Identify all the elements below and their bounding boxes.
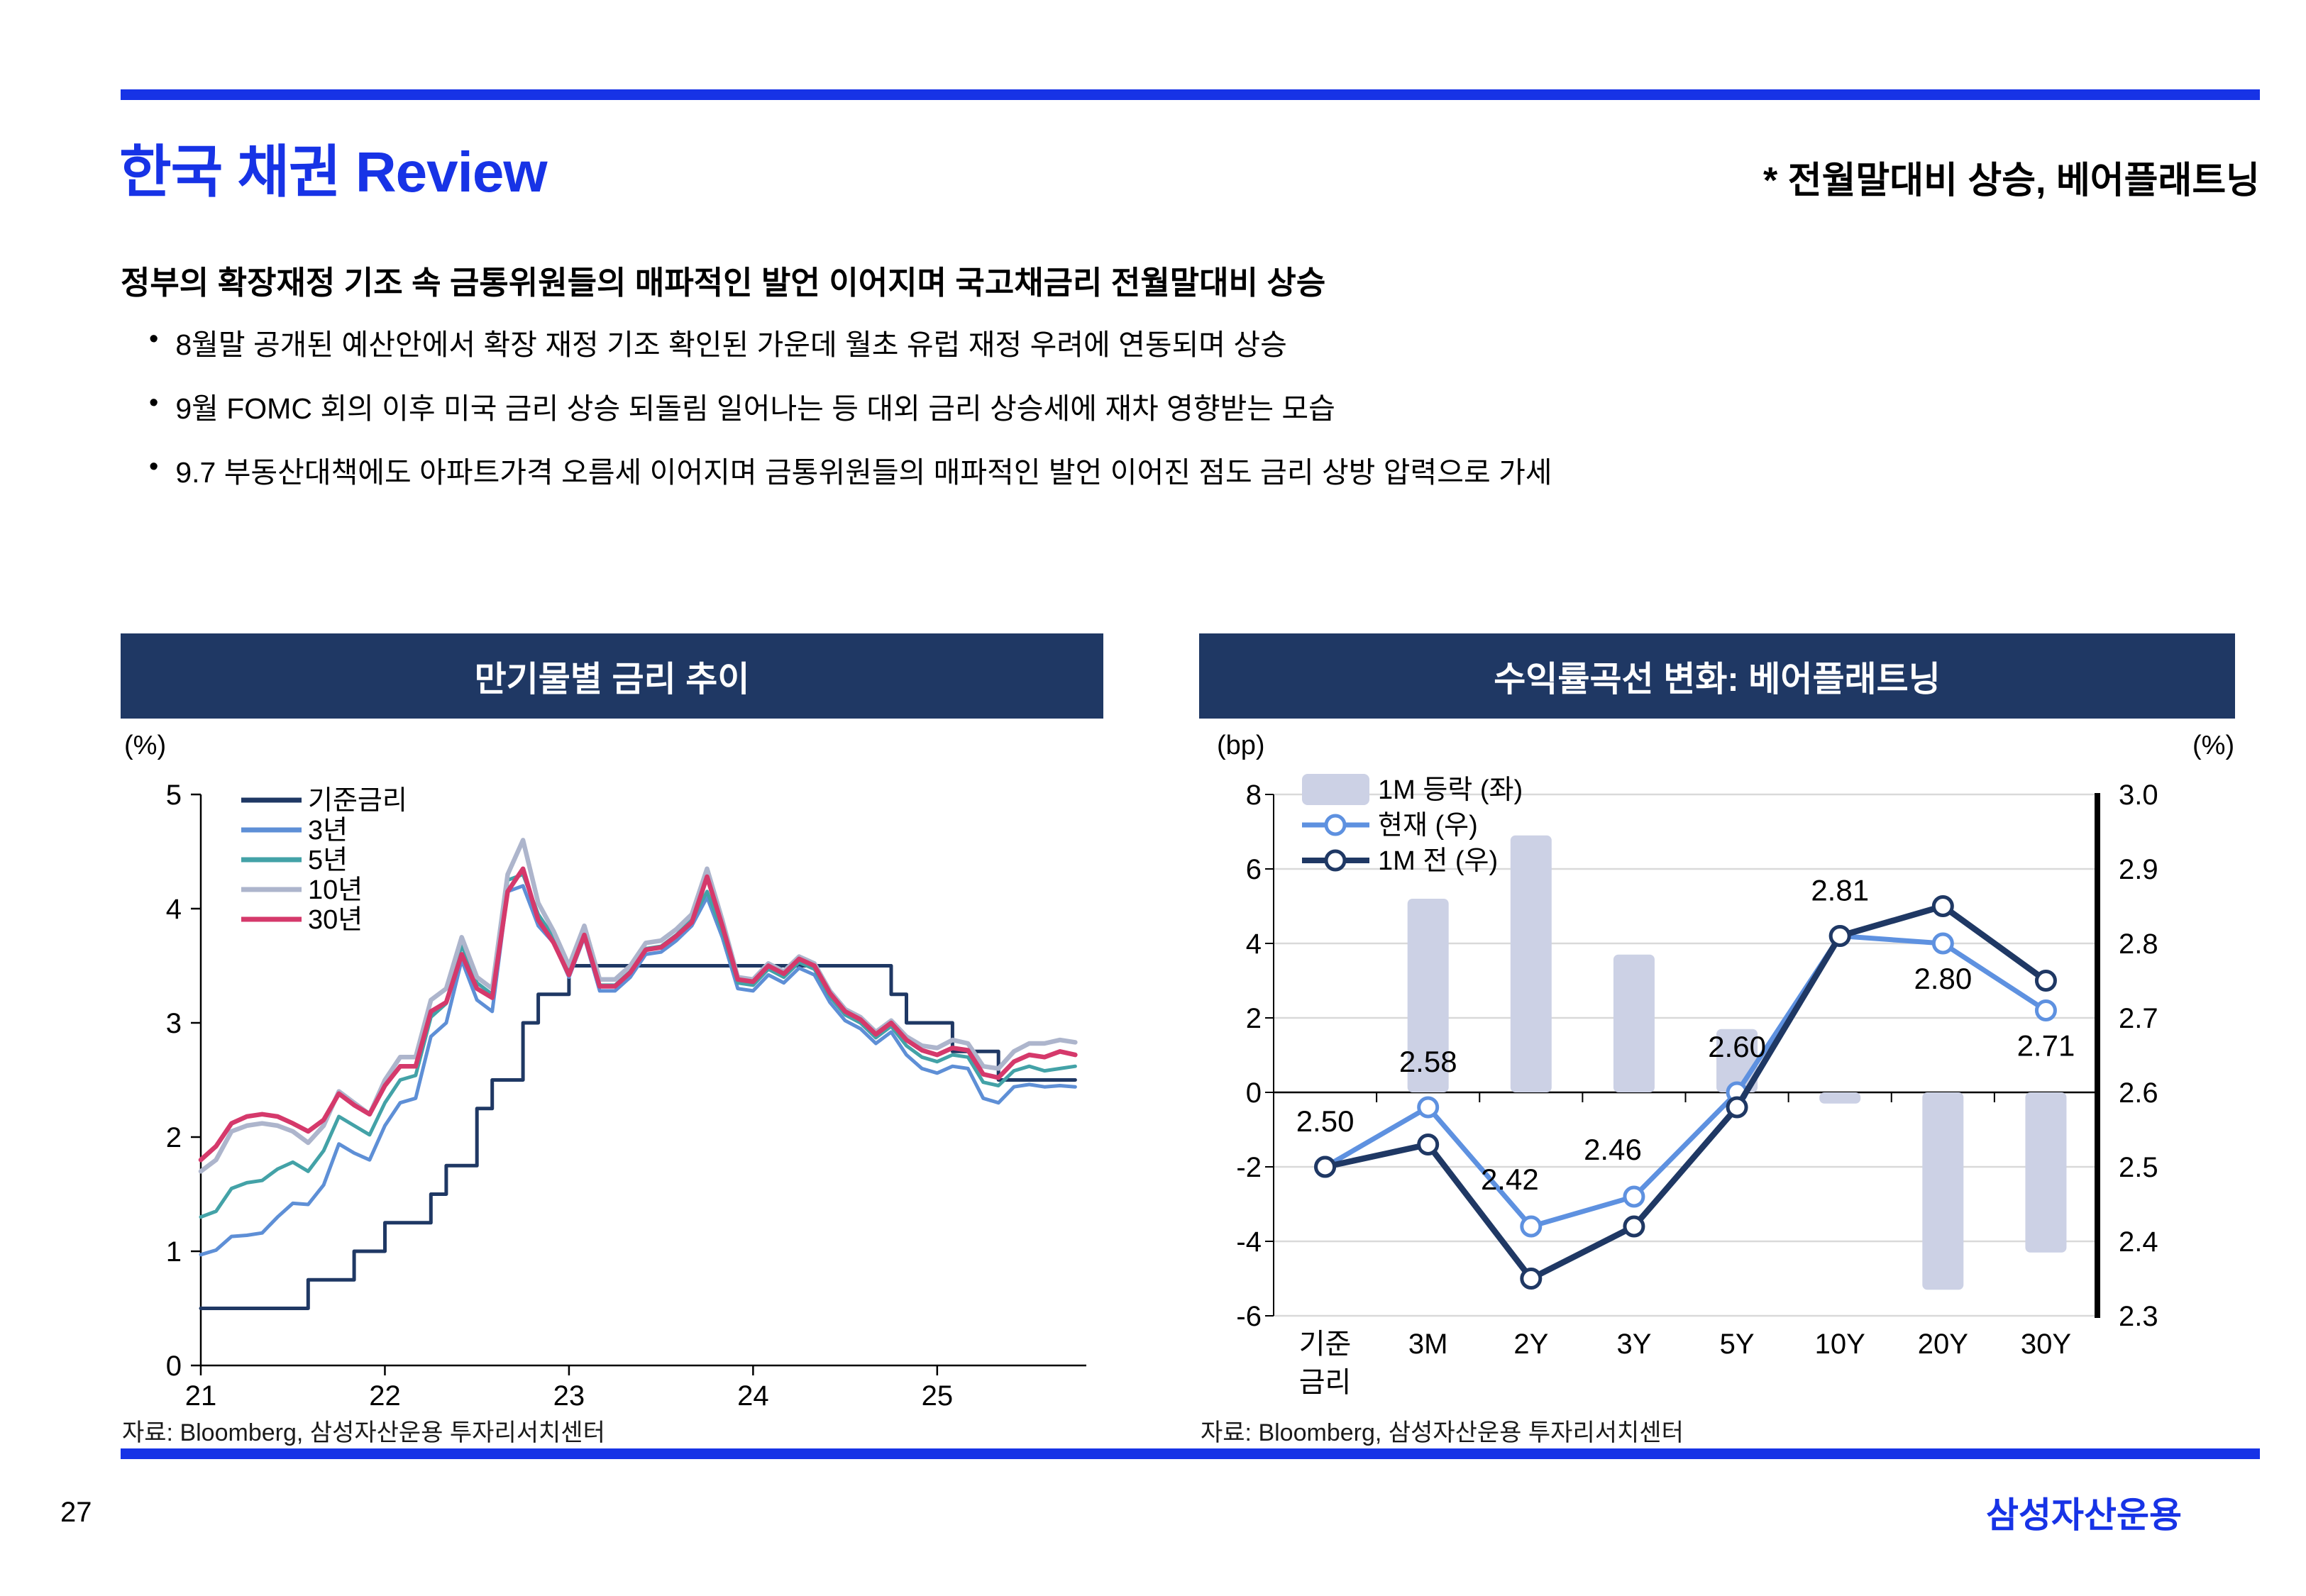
bullet-item: • 8월말 공개된 예산안에서 확장 재정 기조 확인된 가운데 월초 유럽 재… [149,321,1552,384]
svg-text:기준: 기준 [1299,1329,1352,1360]
bullet-text: 9.7 부동산대책에도 아파트가격 오름세 이어지며 금통위원들의 매파적인 발… [175,456,1552,489]
svg-text:2.4: 2.4 [2119,1226,2158,1258]
left-chart-source: 자료: Bloomberg, 삼성자산운용 투자리서치센터 [122,1419,605,1446]
svg-text:25: 25 [922,1380,954,1412]
left-chart-header: 만기물별 금리 추이 [121,633,1103,719]
svg-text:기준금리: 기준금리 [308,786,407,816]
page-title: 한국 채권 Review [119,140,548,204]
right-chart-source: 자료: Bloomberg, 삼성자산운용 투자리서치센터 [1201,1419,1684,1446]
bullet-marker: • [149,324,159,354]
bullet-item: • 9.7 부동산대책에도 아파트가격 오름세 이어지며 금통위원들의 매파적인… [149,448,1552,512]
svg-text:5: 5 [166,780,182,811]
svg-text:20Y: 20Y [1918,1329,1968,1360]
svg-text:2.60: 2.60 [1708,1030,1766,1063]
svg-text:2.71: 2.71 [2017,1029,2075,1063]
left-chart-unit-label: (%) [124,731,167,760]
svg-text:30Y: 30Y [2021,1329,2071,1360]
svg-text:2.8: 2.8 [2119,929,2158,960]
svg-text:24: 24 [737,1380,769,1412]
right-chart-plot: 8 6 4 2 0 -2 -4 -6 3.0 2.9 2.8 2.7 2.6 2.5 2.4 2.3 기준금리 3… [1236,780,2158,1398]
svg-text:2.81: 2.81 [1811,874,1869,907]
svg-text:2.42: 2.42 [1481,1163,1539,1196]
bullet-list: • 8월말 공개된 예산안에서 확장 재정 기조 확인된 가운데 월초 유럽 재… [149,321,1552,512]
svg-text:8: 8 [1246,780,1262,811]
svg-text:2: 2 [1246,1003,1262,1034]
svg-text:10Y: 10Y [1815,1329,1865,1360]
svg-text:6: 6 [1246,854,1262,885]
svg-text:30년: 30년 [308,905,363,935]
svg-text:4: 4 [1246,929,1262,960]
svg-text:0: 0 [166,1351,182,1382]
svg-text:2: 2 [166,1122,182,1153]
svg-text:2.58: 2.58 [1399,1045,1457,1078]
svg-text:현재 (우): 현재 (우) [1378,811,1478,841]
svg-text:22: 22 [369,1380,401,1412]
page-subtitle: * 전월말대비 상승, 베어플래트닝 [1763,160,2260,201]
bullet-text: 9월 FOMC 회의 이후 미국 금리 상승 되돌림 일어나는 등 대외 금리 … [175,392,1335,425]
bullet-marker: • [149,388,159,418]
svg-text:5년: 5년 [308,846,348,875]
svg-text:2.3: 2.3 [2119,1301,2158,1332]
svg-text:2.80: 2.80 [1914,962,1972,995]
right-chart-legend: 1M 등락 (좌) 현재 (우) 1M 전 (우) [1302,774,1523,876]
svg-text:23: 23 [553,1380,585,1412]
right-chart-svg: 8 6 4 2 0 -2 -4 -6 3.0 2.9 2.8 2.7 2.6 2.5 2.4 2.3 기준금리 3… [1236,774,2158,1398]
svg-text:-4: -4 [1236,1226,1262,1258]
bullet-item: • 9월 FOMC 회의 이후 미국 금리 상승 되돌림 일어나는 등 대외 금… [149,384,1552,448]
right-chart-right-unit-label: (%) [2192,731,2235,760]
top-rule [121,89,2260,100]
right-chart-left-unit-label: (bp) [1217,731,1265,760]
svg-text:2.6: 2.6 [2119,1077,2158,1109]
svg-text:-6: -6 [1236,1301,1262,1332]
svg-text:2.9: 2.9 [2119,854,2158,885]
svg-text:2.50: 2.50 [1296,1104,1355,1138]
svg-text:3.0: 3.0 [2119,780,2158,811]
svg-text:1M 전 (우): 1M 전 (우) [1378,846,1498,876]
svg-text:1M 등락 (좌): 1M 등락 (좌) [1378,775,1523,805]
svg-text:2Y: 2Y [1513,1329,1548,1360]
svg-text:-2: -2 [1236,1152,1262,1183]
bottom-rule [121,1448,2260,1459]
svg-text:5Y: 5Y [1720,1329,1755,1360]
svg-text:2.7: 2.7 [2119,1003,2158,1034]
svg-text:21: 21 [185,1380,217,1412]
summary-heading: 정부의 확장재정 기조 속 금통위원들의 매파적인 발언 이어지며 국고채금리 … [121,265,1326,301]
bullet-text: 8월말 공개된 예산안에서 확장 재정 기조 확인된 가운데 월초 유럽 재정 … [175,328,1287,361]
svg-text:1: 1 [166,1236,182,1268]
svg-text:3: 3 [166,1008,182,1039]
svg-text:0: 0 [1246,1077,1262,1109]
bullet-marker: • [149,452,159,482]
company-logo: 삼성자산운용 [1986,1495,2182,1535]
page-number: 27 [60,1497,92,1528]
svg-text:금리: 금리 [1299,1367,1352,1398]
svg-text:4: 4 [166,894,182,925]
svg-text:3M: 3M [1408,1329,1448,1360]
svg-text:2.5: 2.5 [2119,1152,2158,1183]
left-chart-series [198,838,1078,1310]
svg-text:2.46: 2.46 [1584,1133,1642,1166]
svg-text:3년: 3년 [308,816,348,846]
right-chart-bars [1407,835,2067,1290]
svg-text:3Y: 3Y [1616,1329,1651,1360]
right-chart-header: 수익률곡선 변화: 베어플래트닝 [1199,633,2235,719]
right-chart-lines: 2.50 2.58 2.42 2.46 2.60 2.81 2.80 2.71 [1296,874,2075,1290]
svg-text:10년: 10년 [308,875,363,905]
